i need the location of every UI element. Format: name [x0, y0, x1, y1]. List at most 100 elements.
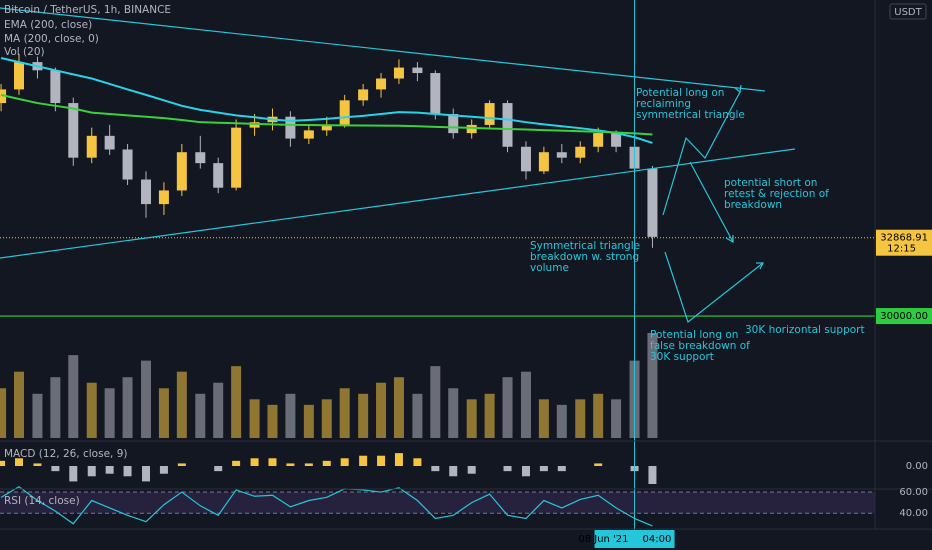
- macd-bar: [394, 453, 403, 466]
- arrow-head: [734, 84, 742, 94]
- macd-bar: [87, 466, 96, 477]
- arrow-path: [664, 251, 764, 324]
- volume-bar: [249, 399, 260, 438]
- volume-bar: [32, 393, 43, 438]
- volume-bar: [502, 377, 513, 438]
- volume-bar: [448, 388, 459, 438]
- volume-bar: [412, 393, 423, 438]
- arrow-head: [725, 235, 734, 244]
- candle-body: [412, 67, 423, 74]
- currency-badge[interactable]: [889, 3, 927, 20]
- currency[interactable]: USDT: [894, 7, 922, 18]
- macd-bar: [539, 466, 548, 472]
- annotation: false breakdown of: [650, 340, 750, 352]
- price-tag-label: 30000.00: [880, 311, 928, 322]
- candle-body: [502, 103, 513, 147]
- countdown: 12:15: [887, 244, 916, 255]
- volume-bar: [213, 382, 224, 438]
- macd-bar: [69, 466, 78, 482]
- macd-bar: [648, 466, 657, 484]
- candle-body: [538, 152, 549, 172]
- candle-body: [231, 127, 242, 188]
- volume-bar: [575, 399, 586, 438]
- macd-bar: [557, 466, 566, 472]
- cursor-tag: [594, 530, 675, 548]
- volume-bar: [466, 399, 477, 438]
- volume-bar: [68, 355, 79, 438]
- annotation: breakdown w. strong: [530, 251, 639, 263]
- marks: [0, 0, 875, 530]
- candle-body: [104, 135, 115, 150]
- macd-bar: [250, 458, 259, 466]
- volume-bar: [0, 388, 7, 438]
- volume-bar: [339, 388, 350, 438]
- volume-bar: [122, 377, 133, 438]
- volume-bar: [285, 393, 296, 438]
- price-tag: [876, 308, 932, 325]
- candle-body: [141, 179, 152, 205]
- macd-bar: [304, 463, 313, 466]
- annotation: Potential long on: [650, 329, 738, 341]
- annotations: Potential long on reclaiming symmetrical…: [530, 87, 865, 363]
- price-tag-label: 32868.91: [880, 233, 928, 244]
- candle-body: [393, 67, 404, 79]
- volume-bar: [267, 404, 278, 438]
- volume-bar: [86, 382, 97, 438]
- annotation: volume: [530, 262, 569, 274]
- candle-body: [122, 149, 133, 180]
- volume-bar: [50, 377, 61, 438]
- macd-bar: [431, 466, 440, 472]
- arrow-path: [662, 91, 741, 216]
- candle-body: [448, 113, 459, 134]
- macd-bar: [503, 466, 512, 472]
- annotation: potential short on: [724, 177, 817, 189]
- macd-bar: [377, 455, 386, 466]
- rsi-line: [0, 486, 653, 527]
- macd-bar: [594, 463, 603, 466]
- price-axis-bg: [875, 0, 932, 550]
- macd-bar: [214, 466, 223, 472]
- rsi-label: RSI (14, close): [4, 495, 80, 507]
- rsi-tick-label: 40.00: [899, 508, 928, 519]
- candle-body: [13, 62, 24, 90]
- candle-body: [303, 130, 314, 139]
- drawings: [0, 7, 796, 324]
- volume-bar: [593, 393, 604, 438]
- volume-bar: [393, 377, 404, 438]
- rsi-band: [0, 492, 875, 514]
- candle-body: [556, 152, 567, 158]
- candle-body: [158, 190, 169, 205]
- ma-line: [0, 93, 653, 136]
- trend-line-lower: [0, 148, 796, 259]
- candle-body: [195, 152, 206, 164]
- volume-bar: [611, 399, 622, 438]
- macd-bar: [51, 466, 60, 472]
- volume-bar: [231, 366, 242, 438]
- cursor-date: 08 Jun '21: [578, 534, 628, 545]
- arrow-head: [756, 262, 764, 270]
- candle-body: [575, 146, 586, 158]
- macd-bar: [322, 460, 331, 466]
- volume-bar: [13, 371, 24, 438]
- chart-title: Bitcoin / TetherUS, 1h, BINANCE: [4, 4, 171, 16]
- trend-line-upper: [0, 7, 766, 92]
- macd-bar: [413, 458, 422, 466]
- annotation: Potential long on: [636, 87, 724, 99]
- rsi-tick-label: 60.00: [899, 487, 928, 498]
- candle-body: [86, 135, 97, 158]
- annotation: 30K support: [650, 351, 714, 363]
- volume-bar: [647, 333, 658, 438]
- candle-body: [321, 124, 332, 131]
- volume-bar: [520, 371, 531, 438]
- macd-bar: [0, 460, 6, 466]
- candle-body: [647, 168, 658, 237]
- indicator-label: MA (200, close, 0): [4, 33, 99, 45]
- candle-body: [68, 103, 79, 158]
- volume-bar: [358, 393, 369, 438]
- macd-bar: [340, 458, 349, 466]
- annotation: symmetrical triangle: [636, 109, 745, 121]
- annotation: Symmetrical triangle: [530, 240, 640, 252]
- candle-body: [484, 103, 495, 125]
- volume-bar: [195, 393, 206, 438]
